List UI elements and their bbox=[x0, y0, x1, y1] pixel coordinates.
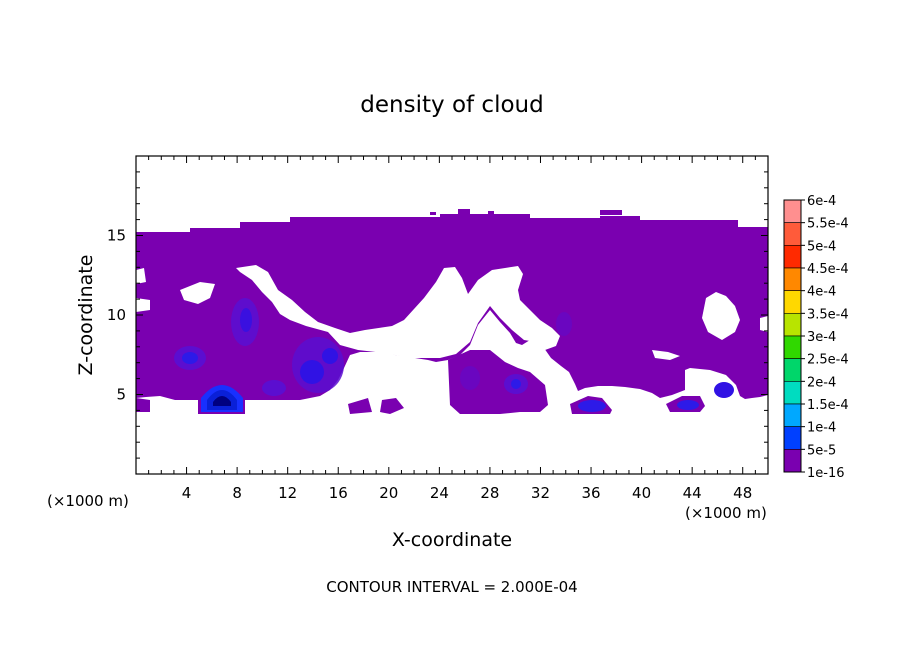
colorbar-label: 5.5e-4 bbox=[807, 217, 849, 232]
colorbar-label: 4.5e-4 bbox=[807, 262, 849, 277]
y-tick-label: 5 bbox=[116, 386, 126, 404]
colorbar-swatch bbox=[783, 449, 802, 473]
cloud-gap-4 bbox=[702, 292, 740, 340]
x-tick-label: 20 bbox=[379, 484, 398, 502]
cloud-patch bbox=[322, 348, 338, 364]
cloud-patch bbox=[240, 308, 252, 332]
cloud-field bbox=[136, 209, 768, 414]
cloud-speck bbox=[600, 210, 622, 215]
cloud-gap-2 bbox=[180, 282, 215, 304]
x-tick-label: 24 bbox=[430, 484, 449, 502]
colorbar-label: 4e-4 bbox=[807, 285, 836, 300]
cloud-gap-3 bbox=[136, 298, 150, 312]
colorbar-label: 5e-4 bbox=[807, 239, 836, 254]
cloud-core bbox=[213, 396, 231, 406]
x-tick-label: 16 bbox=[329, 484, 348, 502]
x-tick-label: 12 bbox=[278, 484, 297, 502]
x-axis-label: X-coordinate bbox=[392, 529, 512, 551]
colorbar-label: 5e-5 bbox=[807, 443, 836, 458]
cloud-gap-7 bbox=[136, 268, 146, 284]
cloud-region-lower-e bbox=[380, 398, 404, 414]
cloud-region-lower-a bbox=[448, 350, 548, 414]
colorbar-label: 1.5e-4 bbox=[807, 398, 849, 413]
cloud-gap-5 bbox=[652, 350, 680, 360]
x-axis: 4 8 12 16 20 24 28 32 36 40 44 48 bbox=[148, 156, 756, 502]
cloud-patch bbox=[578, 400, 606, 412]
colorbar-swatch bbox=[783, 335, 802, 359]
cloud-speck bbox=[430, 212, 436, 215]
cloud-speck bbox=[488, 211, 494, 215]
colorbar-swatch bbox=[783, 199, 802, 223]
cloud-patch bbox=[262, 380, 286, 396]
colorbar-swatch bbox=[783, 403, 802, 427]
cloud-patch bbox=[511, 379, 521, 389]
colorbar-swatch bbox=[783, 267, 802, 291]
x-tick-label: 40 bbox=[632, 484, 651, 502]
colorbar-label: 1e-4 bbox=[807, 421, 836, 436]
colorbar-label: 2e-4 bbox=[807, 375, 836, 390]
colorbar-label: 1e-16 bbox=[807, 466, 845, 481]
x-tick-label: 36 bbox=[581, 484, 600, 502]
cloud-patch bbox=[300, 360, 324, 384]
colorbar-swatch bbox=[783, 358, 802, 382]
cloud-patch bbox=[677, 400, 699, 410]
chart-title: density of cloud bbox=[360, 92, 543, 118]
plot-area bbox=[135, 155, 769, 475]
cloud-region-left-edge bbox=[136, 398, 150, 412]
cloud-patch bbox=[182, 352, 198, 364]
cloud-patch bbox=[460, 366, 480, 390]
colorbar-swatch bbox=[783, 426, 802, 450]
x-unit-right: (×1000 m) bbox=[685, 504, 767, 522]
cloud-speck bbox=[458, 209, 470, 214]
y-tick-label: 15 bbox=[107, 227, 126, 245]
cloud-region-lower-d bbox=[348, 398, 372, 414]
x-unit-left: (×1000 m) bbox=[47, 492, 129, 510]
y-tick-label: 10 bbox=[107, 306, 126, 324]
colorbar-swatch bbox=[783, 245, 802, 269]
colorbar-swatch bbox=[783, 313, 802, 337]
colorbar-swatch bbox=[783, 222, 802, 246]
cloud-gap-6 bbox=[760, 316, 768, 332]
contour-interval-note: CONTOUR INTERVAL = 2.000E-04 bbox=[326, 578, 577, 596]
cloud-gap-1 bbox=[236, 265, 560, 358]
x-tick-label: 28 bbox=[480, 484, 499, 502]
x-tick-label: 48 bbox=[733, 484, 752, 502]
cloud-patch bbox=[714, 382, 734, 398]
x-tick-label: 32 bbox=[531, 484, 550, 502]
x-tick-label: 8 bbox=[232, 484, 242, 502]
y-axis-label: Z-coordinate bbox=[75, 255, 97, 376]
colorbar-swatch bbox=[783, 290, 802, 314]
y-axis: 5 10 15 bbox=[107, 171, 768, 459]
colorbar-label: 3e-4 bbox=[807, 330, 836, 345]
colorbar-swatch bbox=[783, 381, 802, 405]
colorbar-legend: 6e-4 5.5e-4 5e-4 4.5e-4 4e-4 3.5e-4 3e-4 2.5e-4… bbox=[783, 194, 849, 481]
x-tick-label: 4 bbox=[182, 484, 192, 502]
colorbar-label: 6e-4 bbox=[807, 194, 836, 209]
cloud-patch bbox=[556, 312, 572, 336]
colorbar-label: 2.5e-4 bbox=[807, 353, 849, 368]
colorbar-label: 3.5e-4 bbox=[807, 307, 849, 322]
x-tick-label: 44 bbox=[683, 484, 702, 502]
